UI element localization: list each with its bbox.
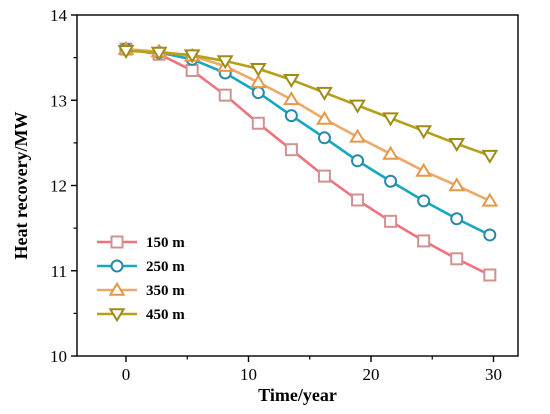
plot-area xyxy=(117,40,499,282)
data-point xyxy=(384,174,398,188)
data-point xyxy=(351,193,365,207)
series-line xyxy=(125,47,491,237)
series-250-m xyxy=(119,42,497,242)
data-point xyxy=(284,143,298,157)
legend-marker xyxy=(110,259,124,273)
data-point xyxy=(316,110,333,125)
data-point xyxy=(317,131,331,145)
legend-marker xyxy=(108,281,126,296)
x-tick-label-30: 30 xyxy=(485,365,502,384)
legend-entry-250-m: 250 m xyxy=(97,259,185,275)
series-line xyxy=(125,47,491,203)
y-axis-label: Heat recovery/MW xyxy=(11,111,31,259)
y-tick-label-14: 14 xyxy=(50,6,68,25)
x-axis-label: Time/year xyxy=(258,385,337,405)
data-point xyxy=(251,86,265,100)
data-point xyxy=(349,128,366,143)
series-350-m xyxy=(117,40,499,207)
data-point xyxy=(216,55,234,70)
y-tick-label-10: 10 xyxy=(50,347,67,366)
legend-label: 350 m xyxy=(146,283,185,299)
data-point xyxy=(448,137,466,152)
series-150-m xyxy=(119,42,497,282)
x-tick-label-10: 10 xyxy=(240,365,257,384)
legend: 150 m 250 m 350 m 450 m xyxy=(97,235,185,323)
data-point xyxy=(249,74,267,89)
legend-marker xyxy=(110,235,124,249)
axes: 0 10 20 30 10 11 12 13 14 xyxy=(50,6,502,384)
data-point xyxy=(448,177,466,192)
legend-label: 250 m xyxy=(146,259,185,275)
data-point xyxy=(316,86,333,101)
data-point xyxy=(218,88,232,102)
data-point xyxy=(251,116,265,130)
x-tick-label-0: 0 xyxy=(122,365,131,384)
data-point xyxy=(481,192,499,207)
data-point xyxy=(483,228,497,242)
y-tick-label-12: 12 xyxy=(50,177,67,196)
data-point xyxy=(317,169,331,183)
series-line xyxy=(125,49,491,157)
data-point xyxy=(185,63,199,77)
series-450-m xyxy=(117,45,499,164)
data-point xyxy=(249,62,267,77)
data-point xyxy=(415,125,433,140)
legend-entry-350-m: 350 m xyxy=(97,281,185,299)
legend-entry-150-m: 150 m xyxy=(97,235,185,251)
data-point xyxy=(481,149,499,164)
data-point xyxy=(349,99,366,114)
y-tick-label-13: 13 xyxy=(50,91,67,110)
data-point xyxy=(450,252,464,266)
data-point xyxy=(415,162,433,177)
legend-entry-450-m: 450 m xyxy=(97,307,185,323)
y-tick-label-11: 11 xyxy=(51,262,67,281)
data-point xyxy=(450,212,464,226)
data-point xyxy=(483,268,497,282)
data-point xyxy=(384,214,398,228)
x-tick-label-20: 20 xyxy=(363,365,380,384)
data-point xyxy=(284,109,298,123)
data-point xyxy=(417,194,431,208)
data-point xyxy=(117,45,135,60)
data-point xyxy=(382,145,400,160)
legend-marker xyxy=(108,308,126,323)
data-point xyxy=(282,91,300,106)
data-point xyxy=(183,49,201,64)
legend-label: 150 m xyxy=(146,235,185,251)
data-point xyxy=(150,46,168,61)
legend-label: 450 m xyxy=(146,307,185,323)
data-point xyxy=(351,154,365,168)
data-point xyxy=(382,112,400,127)
data-point xyxy=(417,234,431,248)
data-point xyxy=(282,74,300,89)
